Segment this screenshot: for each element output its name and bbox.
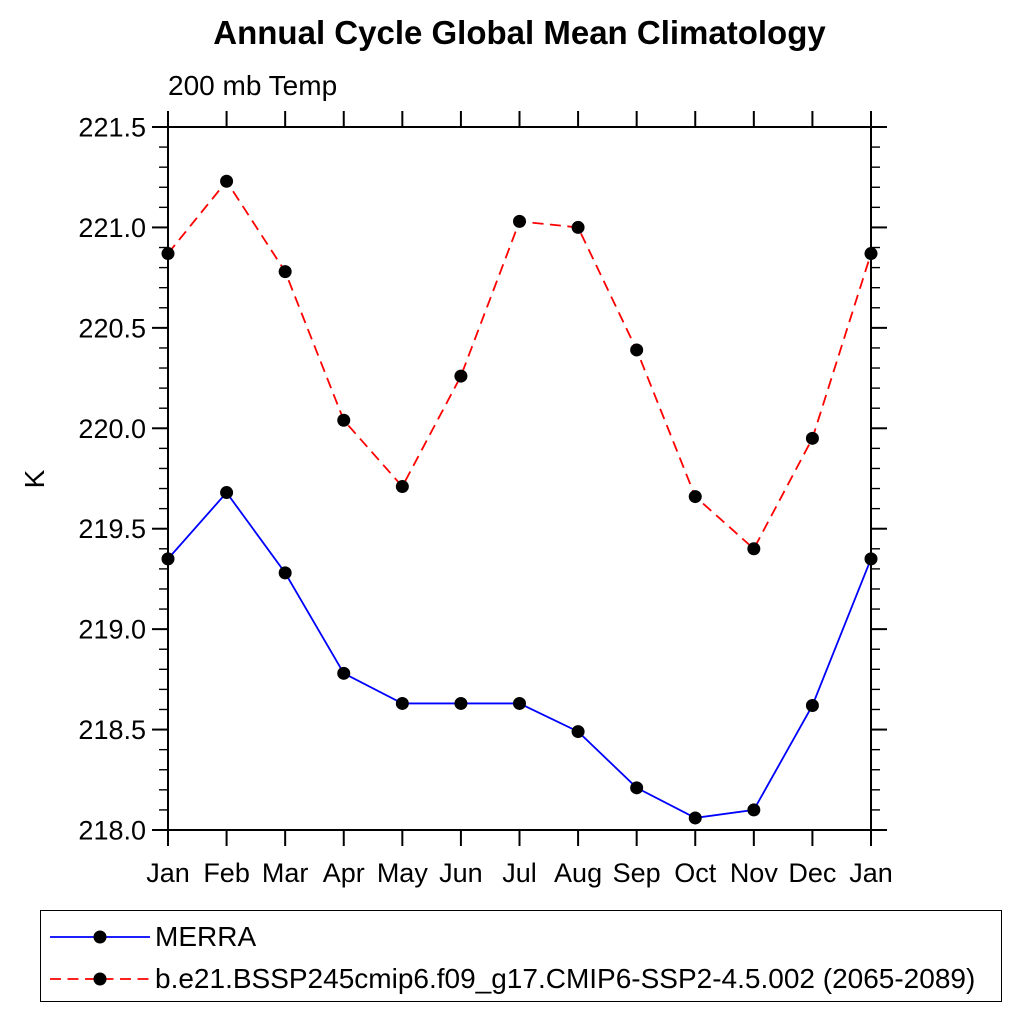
y-tick-label: 219.5 [78, 514, 146, 544]
x-tick-label: Jul [502, 858, 537, 888]
x-tick-label: Mar [262, 858, 309, 888]
plot-area: 221.5 221.0 220.5 220.0 219.5 219.0 218.5 218.0… [78, 111, 893, 888]
series-marker-0 [278, 566, 292, 580]
x-tick-label: Apr [323, 858, 365, 888]
x-tick-label: Aug [554, 858, 602, 888]
series-marker-1 [805, 431, 819, 445]
series-line-0 [167, 491, 872, 819]
y-tick-label: 221.5 [78, 113, 146, 143]
y-tick-label: 220.0 [78, 414, 146, 444]
series-marker-1 [864, 247, 878, 261]
series-marker-1 [395, 480, 409, 494]
series-marker-1 [688, 490, 702, 504]
x-tick-label: Feb [203, 858, 250, 888]
x-tick-label: Oct [674, 858, 717, 888]
series-marker-1 [161, 247, 175, 261]
y-tick-label: 218.5 [78, 715, 146, 745]
x-tick-label: May [377, 858, 429, 888]
x-tick-label: Sep [613, 858, 661, 888]
series-marker-0 [805, 698, 819, 712]
series-marker-1 [337, 413, 351, 427]
x-tick-label: Dec [788, 858, 836, 888]
x-tick-label: Nov [730, 858, 779, 888]
x-tick-label: Jun [439, 858, 483, 888]
series-marker-0 [395, 696, 409, 710]
series-line-1 [167, 179, 872, 551]
legend-label: b.e21.BSSP245cmip6.f09_g17.CMIP6-SSP2-4.… [155, 963, 976, 994]
series-marker-1 [278, 265, 292, 279]
legend-box: MERRA b.e21.BSSP245cmip6.f09_g17.CMIP6-S… [40, 910, 1002, 1002]
y-tick-label: 220.5 [78, 313, 146, 343]
legend-line-sample-icon [50, 972, 150, 986]
y-tick-label: 219.0 [78, 615, 146, 645]
x-tick-label: Jan [146, 858, 190, 888]
y-tick-label: 218.0 [78, 816, 146, 846]
series-marker-0 [571, 725, 585, 739]
legend-line-sample-icon [50, 930, 150, 944]
series-marker-1 [630, 343, 644, 357]
legend-item-model: b.e21.BSSP245cmip6.f09_g17.CMIP6-SSP2-4.… [48, 963, 976, 994]
legend-marker-icon [93, 972, 107, 986]
chart-subtitle: 200 mb Temp [168, 70, 338, 101]
y-tick-label: 221.0 [78, 213, 146, 243]
series-marker-1 [747, 542, 761, 556]
series-marker-0 [747, 803, 761, 817]
legend-marker-icon [93, 930, 107, 944]
series-marker-0 [688, 811, 702, 825]
series-marker-0 [161, 552, 175, 566]
series-marker-0 [337, 666, 351, 680]
series-marker-0 [513, 696, 526, 710]
series-marker-1 [220, 174, 234, 188]
x-tick-label: Jan [849, 858, 893, 888]
series-marker-0 [220, 486, 234, 500]
series-marker-1 [454, 369, 468, 383]
series-marker-0 [454, 696, 468, 710]
series-marker-0 [630, 781, 644, 795]
chart-title: Annual Cycle Global Mean Climatology [213, 14, 826, 51]
series-marker-0 [864, 552, 878, 566]
plot-frame [167, 126, 872, 831]
series-marker-1 [571, 220, 585, 234]
series-marker-1 [513, 214, 526, 228]
legend-label: MERRA [155, 921, 257, 952]
legend-item-merra: MERRA [48, 921, 257, 952]
